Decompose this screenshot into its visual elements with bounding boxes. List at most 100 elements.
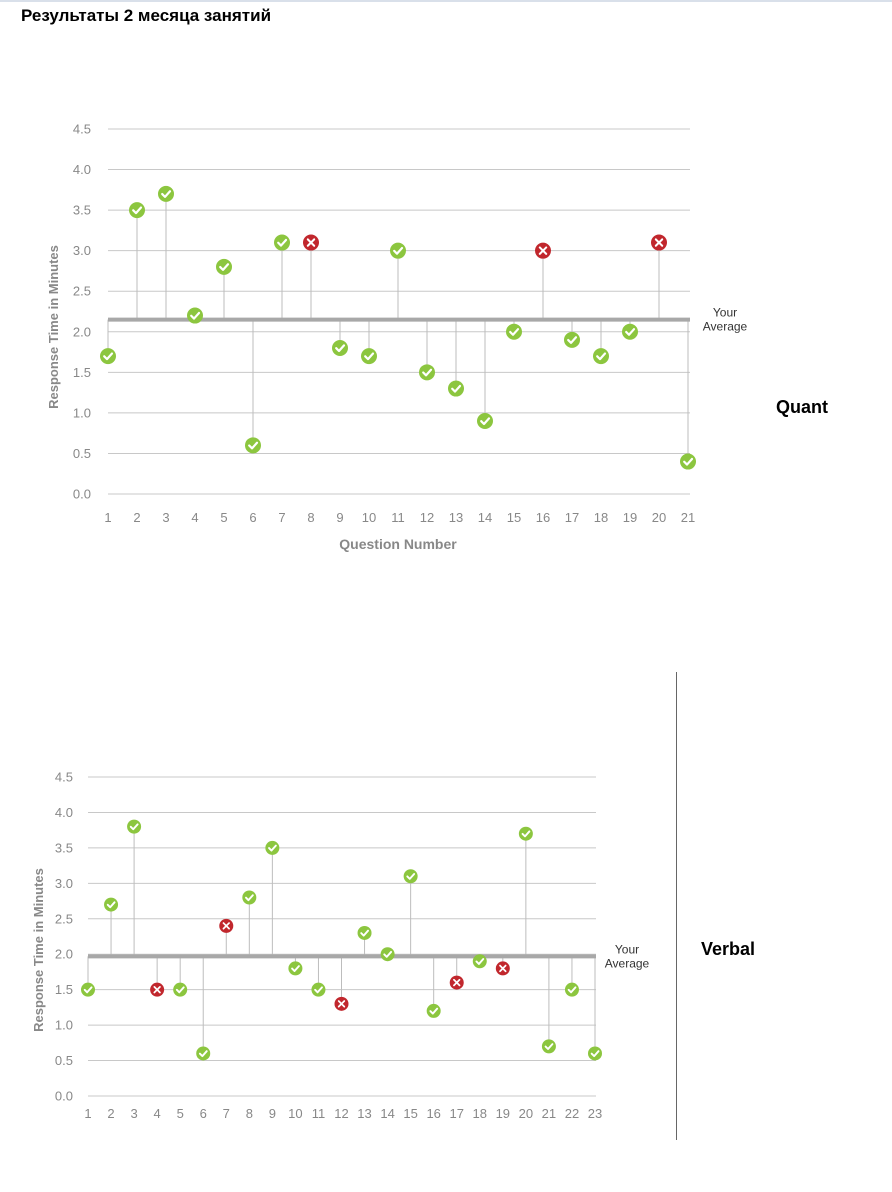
correct-point	[274, 234, 290, 251]
x-tick-label: 20	[519, 1106, 533, 1121]
incorrect-point	[495, 961, 510, 976]
check-icon	[364, 352, 375, 361]
correct-point	[564, 331, 580, 348]
x-tick-label: 3	[162, 510, 169, 525]
correct-point	[104, 897, 119, 912]
y-axis-label: Response Time in Minutes	[46, 245, 61, 409]
correct-point	[448, 380, 464, 397]
top-rule	[0, 0, 892, 2]
x-tick-label: 8	[246, 1106, 253, 1121]
correct-point	[622, 323, 638, 340]
correct-point	[472, 954, 487, 969]
x-tick-label: 23	[588, 1106, 602, 1121]
page-title: Результаты 2 месяца занятий	[21, 6, 272, 25]
y-tick-label: 1.5	[73, 365, 91, 380]
x-mark-icon	[306, 238, 316, 247]
x-tick-label: 21	[542, 1106, 556, 1121]
y-tick-label: 0.5	[73, 446, 91, 461]
check-icon	[175, 986, 185, 994]
x-tick-label: 15	[403, 1106, 417, 1121]
x-tick-label: 14	[478, 510, 492, 525]
x-tick-label: 16	[536, 510, 550, 525]
y-tick-label: 4.0	[55, 805, 73, 820]
correct-point	[127, 819, 142, 834]
x-tick-label: 11	[312, 1106, 326, 1121]
correct-point	[129, 202, 145, 219]
check-icon	[314, 986, 323, 994]
x-tick-label: 7	[223, 1106, 230, 1121]
x-tick-label: 4	[191, 510, 198, 525]
vertical-divider	[676, 672, 677, 1140]
x-tick-label: 3	[130, 1106, 137, 1121]
average-label: Your	[615, 942, 639, 956]
x-mark-icon	[453, 978, 461, 987]
x-tick-label: 4	[154, 1106, 161, 1121]
check-icon	[509, 328, 520, 336]
y-tick-label: 3.0	[55, 876, 73, 891]
x-tick-label: 8	[307, 510, 314, 525]
x-tick-label: 14	[380, 1106, 394, 1121]
correct-point	[593, 348, 609, 365]
x-mark-icon	[538, 246, 548, 255]
average-label: Your	[713, 306, 737, 320]
x-tick-label: 13	[449, 510, 463, 525]
correct-point	[81, 982, 95, 997]
check-icon	[245, 894, 254, 902]
verbal-chart: 0.0 0.5 1.0 1.5 2.0 2.5 3.0 3.5 4.0 4.5 Response T…	[31, 770, 650, 1122]
check-icon	[83, 986, 93, 994]
y-tick-label: 3.5	[73, 203, 91, 218]
x-mark-icon	[499, 964, 507, 973]
y-tick-label: 0.0	[73, 487, 91, 502]
x-tick-label: 6	[249, 510, 256, 525]
incorrect-point	[334, 996, 349, 1011]
check-icon	[625, 328, 636, 336]
y-tick-label: 2.5	[55, 911, 73, 926]
y-tick-label: 0.5	[55, 1053, 73, 1068]
y-tick-label: 4.0	[73, 162, 91, 177]
check-icon	[106, 901, 116, 909]
x-tick-label: 5	[220, 510, 227, 525]
correct-point	[100, 348, 116, 365]
check-icon	[480, 417, 491, 426]
x-tick-label: 11	[391, 510, 405, 525]
x-mark-icon	[654, 238, 664, 247]
y-tick-label: 3.0	[73, 243, 91, 258]
check-icon	[475, 958, 485, 965]
check-icon	[393, 246, 404, 255]
correct-point	[588, 1046, 602, 1061]
correct-point	[380, 947, 395, 962]
x-mark-icon	[337, 1000, 346, 1008]
y-tick-label: 4.5	[55, 770, 73, 785]
correct-point	[680, 453, 696, 470]
y-tick-label: 2.0	[73, 324, 91, 339]
x-mark-icon	[153, 985, 161, 994]
check-icon	[360, 929, 370, 937]
quant-chart: 0.0 0.5 1.0 1.5 2.0 2.5 3.0 3.5 4.0 4.5 Response T…	[46, 122, 748, 553]
average-label: Average	[703, 320, 748, 334]
x-tick-label: 9	[269, 1106, 276, 1121]
correct-point	[426, 1003, 441, 1018]
correct-point	[187, 307, 203, 324]
x-tick-label: 15	[507, 510, 521, 525]
x-tick-label: 18	[473, 1106, 487, 1121]
x-tick-label: 17	[449, 1106, 463, 1121]
correct-point	[311, 982, 326, 997]
incorrect-point	[651, 234, 667, 251]
correct-point	[403, 869, 418, 884]
x-tick-label: 6	[200, 1106, 207, 1121]
x-tick-label: 10	[288, 1106, 302, 1121]
check-icon	[451, 384, 462, 393]
x-tick-label: 10	[362, 510, 376, 525]
incorrect-point	[303, 234, 319, 251]
y-tick-label: 2.5	[73, 284, 91, 299]
correct-point	[541, 1039, 556, 1054]
correct-point	[245, 437, 261, 454]
incorrect-point	[219, 918, 234, 933]
correct-point	[419, 364, 435, 381]
x-tick-label: 19	[623, 510, 637, 525]
x-tick-label: 17	[565, 510, 579, 525]
x-tick-label: 1	[84, 1106, 91, 1121]
correct-point	[265, 840, 280, 855]
x-tick-label: 2	[107, 1106, 114, 1121]
x-tick-label: 19	[496, 1106, 510, 1121]
